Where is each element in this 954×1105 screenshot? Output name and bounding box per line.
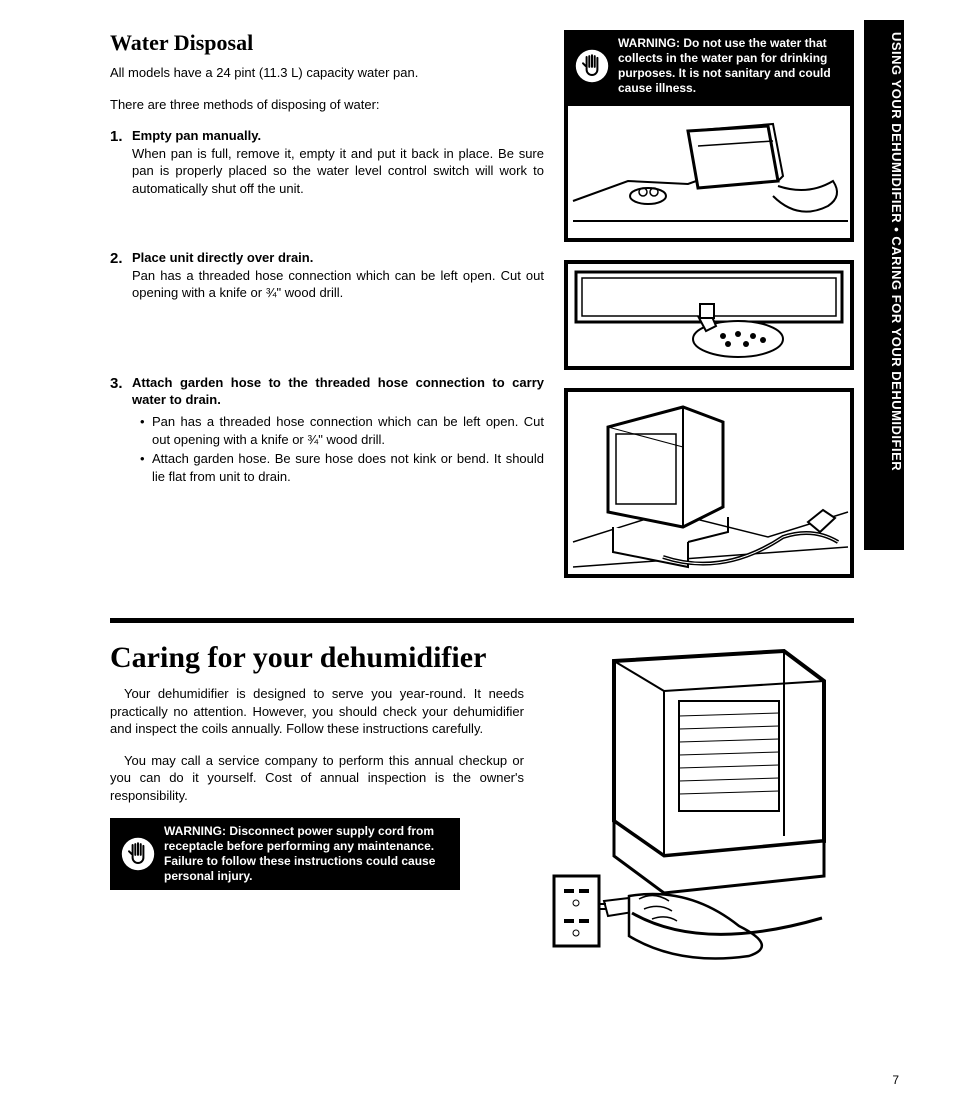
method-text: Pan has a threaded hose connection which… [132,268,544,301]
method-head: Attach garden hose to the threaded hose … [132,375,544,408]
intro-paragraph-2: There are three methods of disposing of … [110,96,544,114]
bullet-item: Attach garden hose. Be sure hose does no… [140,450,544,485]
warning-box-water: WARNING: Do not use the water that colle… [564,30,854,102]
method-1: 1. Empty pan manually. When pan is full,… [110,127,544,197]
warning-text: WARNING: Do not use the water that colle… [618,36,844,96]
manual-page: USING YOUR DEHUMIDIFIER • CARING FOR YOU… [0,0,954,1105]
caring-paragraph-2: You may call a service company to perfor… [110,752,524,805]
illustration-drain [564,260,854,370]
water-disposal-text: Water Disposal All models have a 24 pint… [110,30,544,499]
water-disposal-section: Water Disposal All models have a 24 pint… [110,30,854,596]
method-bullets: Pan has a threaded hose connection which… [132,413,544,485]
section-divider [110,618,854,623]
page-number: 7 [892,1073,899,1087]
method-3: 3. Attach garden hose to the threaded ho… [110,374,544,487]
hand-stop-icon [120,836,156,872]
caring-paragraph-1: Your dehumidifier is designed to serve y… [110,685,524,738]
water-disposal-figures: WARNING: Do not use the water that colle… [564,30,854,596]
caring-section: Caring for your dehumidifier Your dehumi… [110,641,854,966]
warning-box-power: WARNING: Disconnect power supply cord fr… [110,818,460,890]
method-head: Place unit directly over drain. [132,250,313,265]
intro-paragraph-1: All models have a 24 pint (11.3 L) capac… [110,64,544,82]
hand-stop-icon [574,48,610,84]
method-body: Attach garden hose to the threaded hose … [132,374,544,487]
method-body: Empty pan manually. When pan is full, re… [132,127,544,197]
illustration-hose [564,388,854,578]
caring-title: Caring for your dehumidifier [110,641,524,675]
illustration-empty-pan [564,102,854,242]
method-number: 2. [110,249,126,302]
water-disposal-title: Water Disposal [110,30,544,56]
bullet-item: Pan has a threaded hose connection which… [140,413,544,448]
method-head: Empty pan manually. [132,128,261,143]
method-body: Place unit directly over drain. Pan has … [132,249,544,302]
caring-text: Caring for your dehumidifier Your dehumi… [110,641,524,890]
warning-text: WARNING: Disconnect power supply cord fr… [164,824,450,884]
illustration-unplug [544,641,854,961]
method-text: When pan is full, remove it, empty it an… [132,146,544,196]
caring-figure [544,641,854,966]
side-tab: USING YOUR DEHUMIDIFIER • CARING FOR YOU… [864,20,904,550]
method-number: 1. [110,127,126,197]
method-number: 3. [110,374,126,487]
method-2: 2. Place unit directly over drain. Pan h… [110,249,544,302]
